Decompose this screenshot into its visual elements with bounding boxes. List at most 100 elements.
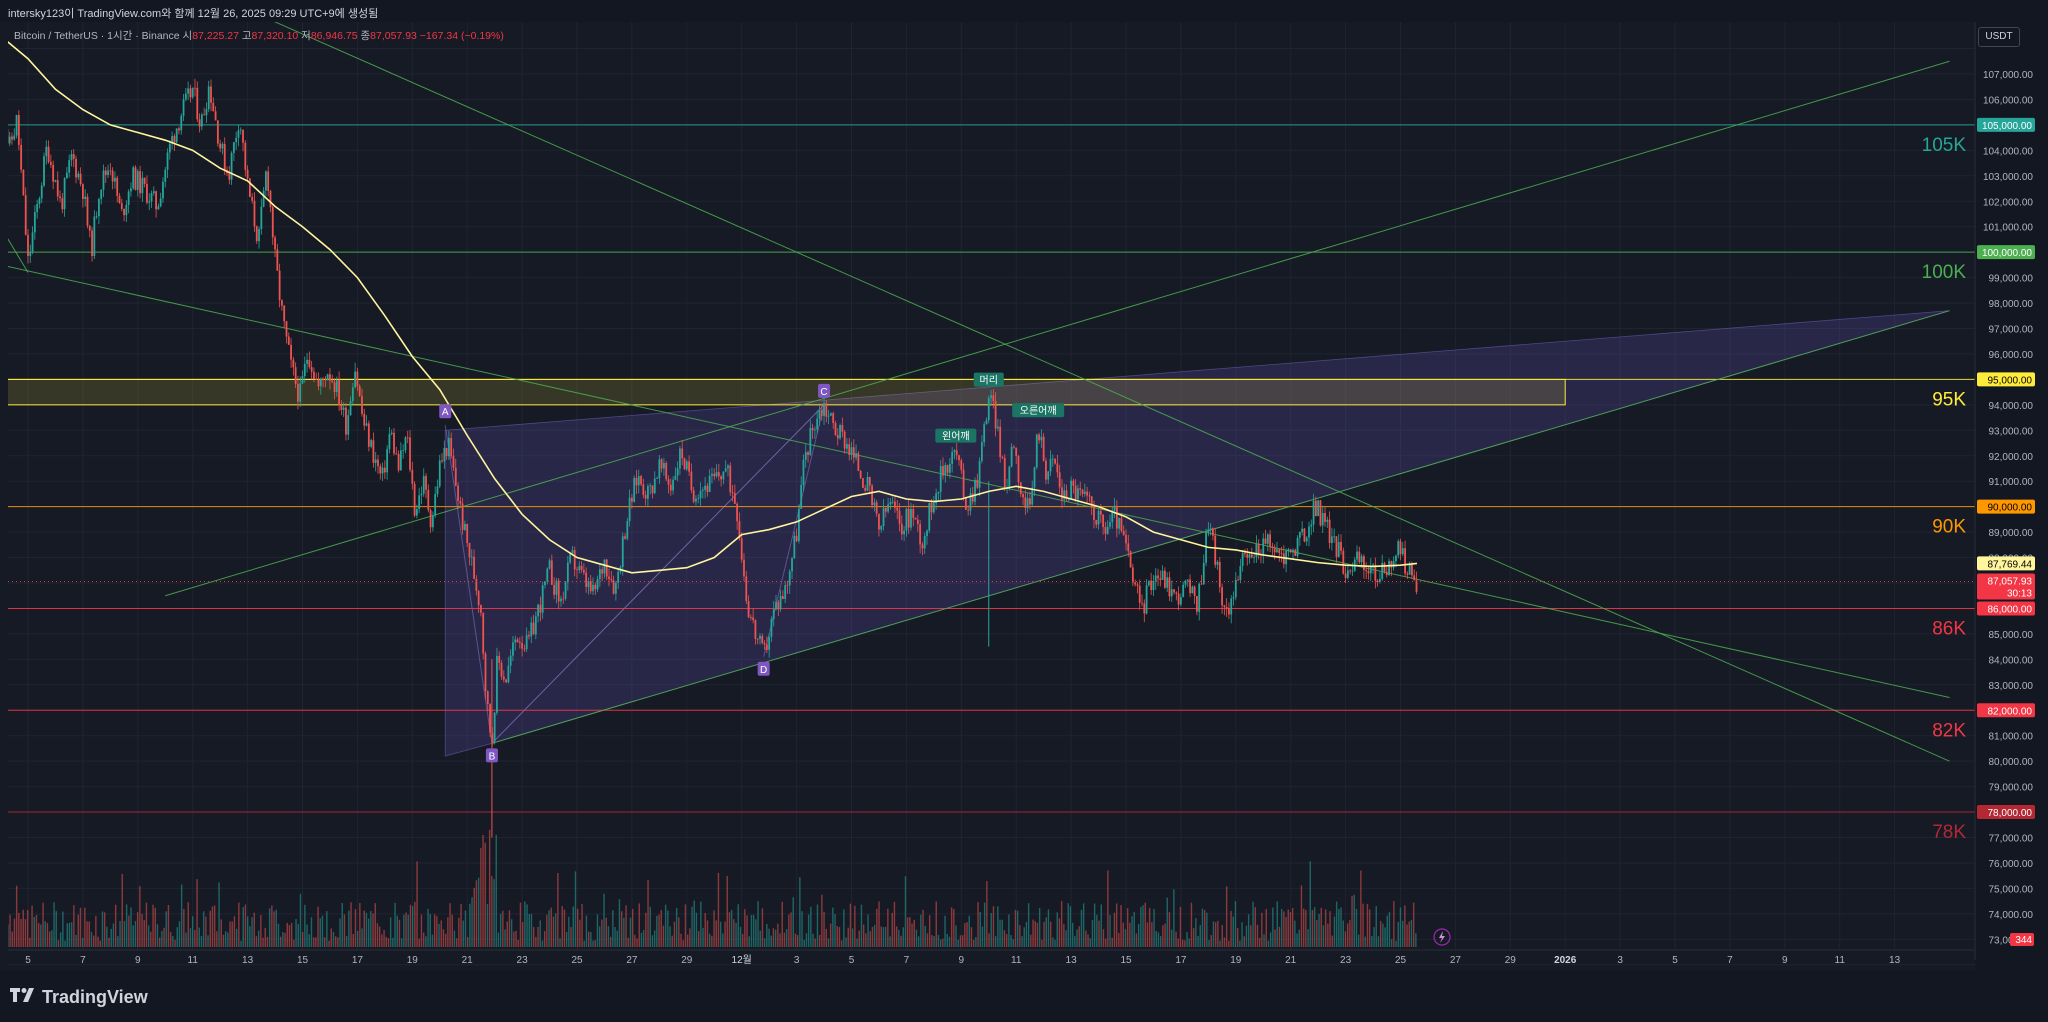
candle-body xyxy=(301,376,304,384)
symbol-name[interactable]: Bitcoin / TetherUS · 1시간 · Binance xyxy=(14,30,180,42)
candle-body xyxy=(980,442,983,461)
volume-bar xyxy=(429,913,431,947)
volume-bar xyxy=(700,901,702,947)
candle-body xyxy=(219,143,222,149)
candle-body xyxy=(560,598,562,602)
volume-bar xyxy=(158,937,161,947)
moving-average-line xyxy=(8,40,1418,574)
volume-bar xyxy=(1316,920,1318,947)
ma-last-tag: 87,769.44 xyxy=(1977,556,2035,571)
chart-area[interactable]: ABCD왼어깨머리오른어깨73,000.0074,000.0075,000.00… xyxy=(0,22,2048,971)
candle-body xyxy=(1369,566,1372,574)
candle-body xyxy=(1250,554,1253,558)
y-tick-label: 92,000.00 xyxy=(1989,452,2034,463)
candle-body xyxy=(553,584,556,595)
volume-bar xyxy=(376,923,379,947)
volume-bar xyxy=(713,910,715,947)
currency-button[interactable]: USDT xyxy=(1978,27,2020,47)
volume-bar xyxy=(935,901,937,947)
price-chart[interactable]: ABCD왼어깨머리오른어깨73,000.0074,000.0075,000.00… xyxy=(0,22,2048,971)
candle-body xyxy=(1099,510,1102,515)
volume-bar xyxy=(691,906,693,947)
candle-body xyxy=(438,460,441,487)
volume-bar xyxy=(444,933,447,947)
volume-bar xyxy=(464,910,467,947)
volume-bar xyxy=(660,910,662,947)
candle-body xyxy=(1090,496,1093,508)
candle-body xyxy=(797,508,800,542)
candle-body xyxy=(8,136,11,144)
candle-body xyxy=(807,452,809,455)
candle-body xyxy=(258,229,260,242)
candle-body xyxy=(1207,529,1210,533)
volume-bar xyxy=(1256,924,1259,947)
candle-body xyxy=(747,601,750,618)
x-tick-label: 25 xyxy=(571,955,583,966)
x-tick-label: 5 xyxy=(849,955,855,966)
volume-bar xyxy=(128,915,130,947)
volume-bar xyxy=(636,938,638,947)
candle-body xyxy=(564,582,567,599)
candle-body xyxy=(132,167,135,189)
candle-body xyxy=(242,129,244,143)
volume-bar xyxy=(1366,904,1369,947)
candle-body xyxy=(262,190,265,207)
candle-body xyxy=(107,170,109,175)
candle-body xyxy=(944,465,947,476)
tradingview-brand[interactable]: TradingView xyxy=(10,987,148,1008)
candle-body xyxy=(267,171,270,191)
volume-bar xyxy=(513,931,515,947)
volume-tag-box xyxy=(2010,933,2034,946)
volume-bar xyxy=(117,936,119,947)
candle-body xyxy=(930,502,933,513)
candle-body xyxy=(454,467,457,486)
volume-bar xyxy=(1043,921,1045,947)
volume-bar xyxy=(884,926,887,947)
volume-bar xyxy=(1146,922,1149,947)
volume-bar xyxy=(774,929,777,947)
pattern-label-text: B xyxy=(489,751,496,762)
volume-bar xyxy=(427,908,429,947)
candle-body xyxy=(683,458,686,470)
volume-bar xyxy=(1047,909,1050,947)
candle-body xyxy=(356,371,359,387)
volume-bar xyxy=(1397,921,1399,947)
volume-bar xyxy=(1283,911,1285,947)
volume-bar xyxy=(1351,895,1353,947)
candle-body xyxy=(1399,541,1402,555)
candle-body xyxy=(637,476,640,486)
volume-bar xyxy=(191,916,194,947)
candle-body xyxy=(1301,528,1304,533)
volume-bar xyxy=(442,929,445,947)
volume-bar xyxy=(9,914,11,947)
volume-bar xyxy=(1135,933,1138,947)
volume-bar xyxy=(642,930,645,947)
volume-bar xyxy=(1404,905,1406,947)
candle-body xyxy=(1273,548,1276,553)
volume-bar xyxy=(858,930,860,947)
candle-body xyxy=(731,492,734,494)
candle-body xyxy=(1269,534,1272,547)
candle-body xyxy=(59,196,61,199)
volume-bar xyxy=(521,921,524,947)
volume-bar xyxy=(405,912,407,947)
candle-body xyxy=(287,336,290,345)
volume-bar xyxy=(53,902,55,947)
candle-body xyxy=(448,437,450,457)
level-tag-box xyxy=(1977,117,2035,132)
candle-body xyxy=(580,565,583,570)
candle-body xyxy=(534,616,537,635)
volume-bar xyxy=(409,904,412,947)
candle-body xyxy=(365,423,368,426)
candle-body xyxy=(614,582,617,594)
candle-body xyxy=(763,643,766,645)
volume-bar xyxy=(834,914,836,947)
symbol-legend: Bitcoin / TetherUS · 1시간 · Binance 시87,2… xyxy=(14,28,504,43)
volume-bar xyxy=(473,887,475,947)
volume-bar xyxy=(1133,912,1135,947)
volume-bar xyxy=(482,834,484,947)
volume-bar xyxy=(99,940,101,947)
candle-body xyxy=(722,471,725,480)
volume-bar xyxy=(172,935,174,947)
volume-bar xyxy=(532,927,535,947)
